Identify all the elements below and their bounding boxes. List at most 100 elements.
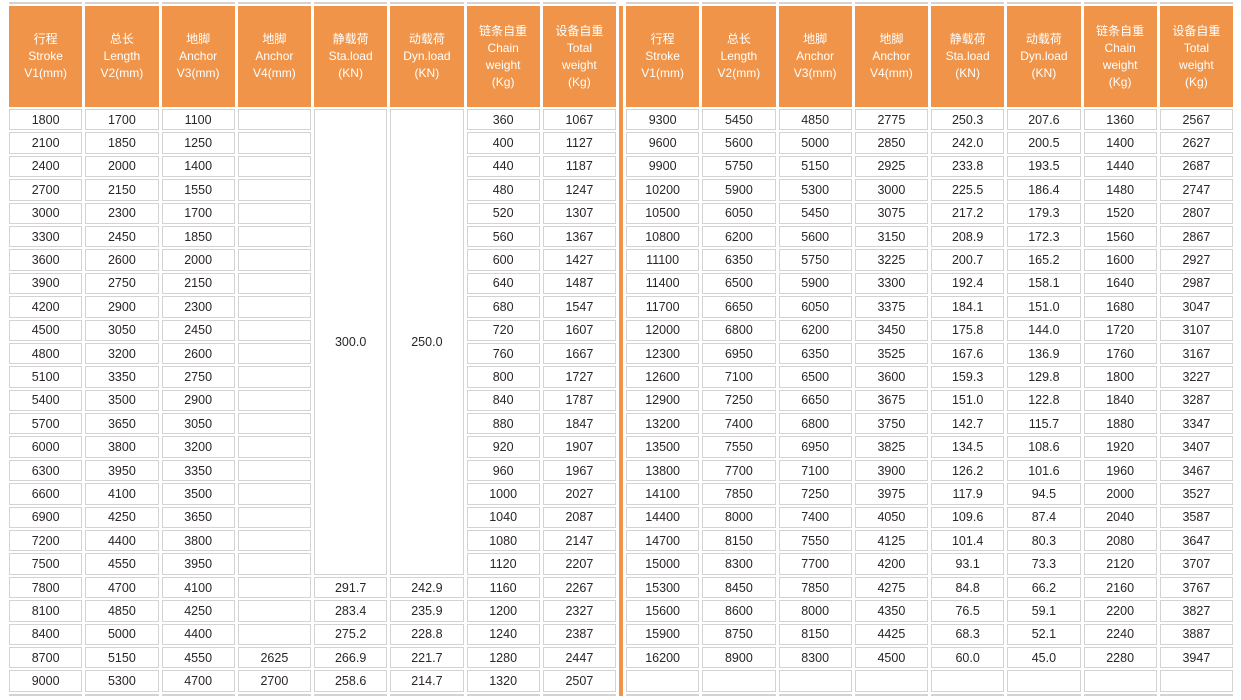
- table-cell: 179.3: [1007, 202, 1081, 224]
- table-cell: 1160: [466, 576, 540, 599]
- table-cell: [237, 179, 311, 201]
- column-header-anchor-v4: 地脚 Anchor V4(mm): [854, 6, 928, 107]
- table-cell: 720: [466, 319, 540, 341]
- table-cell: 3375: [854, 296, 928, 318]
- table-cell: 5400: [9, 389, 83, 412]
- table-cell: 1280: [466, 646, 540, 669]
- table-cell: 1120: [466, 553, 540, 575]
- table-row: 3300 2450 1850 560 1367: [9, 225, 616, 248]
- table-cell: 3450: [854, 319, 928, 341]
- table-cell: [237, 623, 311, 645]
- table-row: 2400 2000 1400 440 1187: [9, 155, 616, 178]
- cut-row-cell: [1083, 693, 1157, 696]
- table-cell: 2207: [542, 553, 616, 575]
- table-cell: 2267: [542, 576, 616, 599]
- cut-row-cell: [542, 2, 616, 4]
- table-cell: 52.1: [1007, 623, 1081, 645]
- table-cell: 8400: [9, 623, 83, 645]
- column-header-line: V2(mm): [717, 66, 761, 80]
- cut-row-cell: [237, 693, 311, 696]
- table-cell: 8150: [778, 623, 852, 645]
- cut-row: [626, 2, 1233, 4]
- table-cell: 5750: [702, 155, 776, 178]
- cut-row-cell: [1083, 2, 1157, 4]
- table-cell: [237, 389, 311, 412]
- table-cell: 1720: [1083, 319, 1157, 341]
- table-cell: 7700: [702, 459, 776, 482]
- cut-row-cell: [1159, 2, 1233, 4]
- table-cell: 3047: [1159, 296, 1233, 318]
- table-cell: 8600: [702, 600, 776, 622]
- table-cell: 3675: [854, 389, 928, 412]
- table-cell: 7100: [778, 459, 852, 482]
- table-cell: 207.6: [1007, 109, 1081, 131]
- cut-row-cell: [237, 2, 311, 4]
- cut-row-cell: [626, 693, 700, 696]
- table-cell: 6200: [702, 225, 776, 248]
- table-cell: 4700: [85, 576, 159, 599]
- table-cell: 2987: [1159, 272, 1233, 295]
- table-cell: 2700: [237, 670, 311, 692]
- table-cell: 80.3: [1007, 530, 1081, 552]
- table-cell: 1700: [85, 109, 159, 131]
- column-header-line: 设备自重: [1172, 23, 1221, 38]
- table-cell: 2080: [1083, 530, 1157, 552]
- table-cell: 12900: [626, 389, 700, 412]
- table-cell: 1067: [542, 109, 616, 131]
- table-cell: 4700: [161, 670, 235, 692]
- cut-row-cell: [1007, 693, 1081, 696]
- table-cell: 13500: [626, 436, 700, 458]
- table-cell: 9600: [626, 132, 700, 154]
- table-cell: 8150: [702, 530, 776, 552]
- table-cell: 11400: [626, 272, 700, 295]
- table-cell: 242.0: [931, 132, 1005, 154]
- table-row: 3000 2300 1700 520 1307: [9, 202, 616, 224]
- cut-row-cell: [1159, 693, 1233, 696]
- merged-cell-dyn-load: 250.0: [390, 109, 464, 575]
- column-header-sta-load: 静载荷 Sta.load (KN): [931, 6, 1005, 107]
- column-header-line: (Kg): [1108, 74, 1132, 89]
- column-header-line: Chain: [1104, 40, 1136, 55]
- table-row: 14100 7850 7250 3975 117.9 94.5 2000 3527: [626, 483, 1233, 505]
- table-cell: 2867: [1159, 225, 1233, 248]
- column-header-stroke: 行程 Stroke V1(mm): [626, 6, 700, 107]
- column-header-line: Stroke: [28, 49, 63, 63]
- cut-row-cell: [85, 2, 159, 4]
- column-header-anchor-v3: 地脚 Anchor V3(mm): [778, 6, 852, 107]
- table-cell: 1240: [466, 623, 540, 645]
- table-cell: 3150: [854, 225, 928, 248]
- column-header-line: 动载荷: [408, 32, 445, 46]
- column-header-line: 静载荷: [949, 32, 986, 46]
- table-row: 10200 5900 5300 3000 225.5 186.4 1480 2747: [626, 179, 1233, 201]
- table-cell: 8300: [702, 553, 776, 575]
- table-row: 2700 2150 1550 480 1247: [9, 179, 616, 201]
- table-cell: 68.3: [931, 623, 1005, 645]
- cut-row-cell: [390, 2, 464, 4]
- table-cell: 258.6: [314, 670, 388, 692]
- table-cell: 2150: [85, 179, 159, 201]
- table-row: 12600 7100 6500 3600 159.3 129.8 1800 3227: [626, 366, 1233, 388]
- table-cell: [1159, 670, 1233, 692]
- table-cell: 6000: [9, 436, 83, 458]
- table-cell: 1367: [542, 225, 616, 248]
- table-cell: 2120: [1083, 553, 1157, 575]
- table-cell: 4250: [161, 600, 235, 622]
- table-cell: 2700: [9, 179, 83, 201]
- table-cell: 1967: [542, 459, 616, 482]
- table-cell: [237, 225, 311, 248]
- table-cell: 920: [466, 436, 540, 458]
- table-cell: 4350: [854, 600, 928, 622]
- table-cell: 6650: [778, 389, 852, 412]
- table-cell: [626, 670, 700, 692]
- spec-table-left: 行程 Stroke V1(mm) 总长 Length V2(mm) 地脚 Anchor V3(m…: [6, 0, 619, 698]
- table-cell: 1600: [1083, 249, 1157, 271]
- column-header-line: Length: [103, 49, 141, 63]
- table-cell: 2327: [542, 600, 616, 622]
- table-cell: 7250: [702, 389, 776, 412]
- table-cell: 1250: [161, 132, 235, 154]
- table-cell: 8000: [778, 600, 852, 622]
- table-cell: 2147: [542, 530, 616, 552]
- table-cell: 2775: [854, 109, 928, 131]
- table-cell: 6950: [702, 342, 776, 365]
